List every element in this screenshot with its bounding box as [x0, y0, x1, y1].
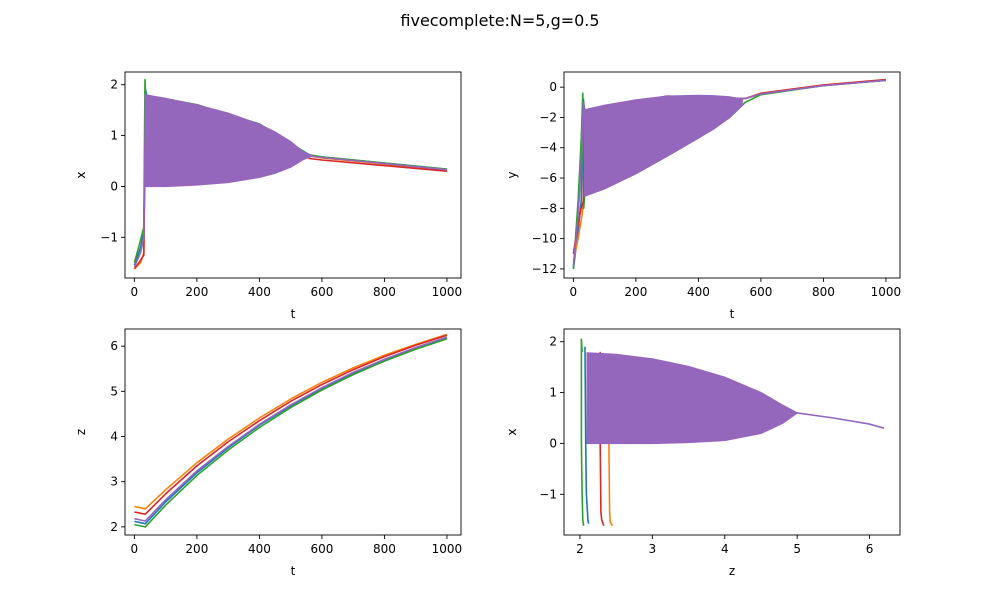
x-tick-label: 0: [131, 285, 139, 299]
y-tick-label: −10: [532, 232, 557, 246]
y-tick-label: −6: [539, 171, 557, 185]
y-tick-label: 2: [110, 520, 118, 534]
series-line-5: [134, 336, 448, 522]
x-axis-label: z: [729, 564, 735, 578]
y-tick-label: −1: [100, 230, 118, 244]
x-tick-label: 400: [687, 285, 710, 299]
axes-frame: [124, 328, 462, 536]
x-tick-label: 4: [721, 542, 729, 556]
x-tick-label: 0: [131, 542, 139, 556]
axes-frame: [563, 328, 901, 536]
x-tick-label: 0: [570, 285, 578, 299]
series-line-2: [134, 333, 448, 510]
x-tick-label: 200: [185, 285, 208, 299]
plot-area: [133, 78, 447, 270]
oscillation-band: [144, 94, 315, 188]
axes-frame: [563, 71, 901, 279]
series-line-4: [134, 334, 448, 515]
x-tick-label: 200: [624, 285, 647, 299]
x-tick-label: 400: [248, 285, 271, 299]
figure-suptitle: fivecomplete:N=5,g=0.5: [400, 11, 599, 30]
x-tick-label: 1000: [871, 285, 902, 299]
x-tick-label: 400: [248, 542, 271, 556]
series-line-5: [797, 412, 885, 429]
x-axis-label: t: [291, 564, 296, 578]
y-tick-label: −12: [532, 262, 557, 276]
x-tick-label: 800: [373, 542, 396, 556]
oscillation-band: [586, 352, 799, 445]
y-tick-label: −2: [539, 110, 557, 124]
x-tick-label: 800: [373, 285, 396, 299]
x-tick-label: 600: [749, 285, 772, 299]
subplot-2: 0 200 400 600 800 1000 −12 −10 −8 −6 −4 −2 0 t y: [505, 71, 902, 321]
y-axis-label: y: [505, 171, 519, 178]
x-tick-label: 6: [866, 542, 874, 556]
x-tick-label: 5: [793, 542, 801, 556]
x-axis-label: t: [730, 307, 735, 321]
series-line-1: [584, 346, 590, 524]
series-line-3: [134, 338, 448, 528]
y-tick-label: 0: [549, 80, 557, 94]
plot-area: [134, 333, 448, 528]
plot-area: [580, 338, 885, 527]
x-tick-label: 200: [185, 542, 208, 556]
x-tick-label: 2: [576, 542, 584, 556]
x-tick-label: 800: [812, 285, 835, 299]
axes-frame: [124, 71, 462, 279]
x-tick-label: 600: [310, 542, 333, 556]
y-tick-label: −4: [539, 141, 557, 155]
subplot-3: 0 200 400 600 800 1000 2 3 4 5 6 t z: [74, 328, 463, 578]
y-axis-label: z: [74, 429, 88, 435]
plot-area: [572, 78, 886, 269]
y-tick-label: 0: [549, 436, 557, 450]
x-tick-label: 3: [649, 542, 657, 556]
x-axis-label: t: [291, 307, 296, 321]
series-line-3: [580, 338, 585, 526]
y-tick-label: 1: [549, 386, 557, 400]
y-tick-label: 4: [110, 430, 118, 444]
y-axis-label: x: [74, 171, 88, 178]
y-tick-label: −1: [539, 487, 557, 501]
oscillation-band: [583, 94, 743, 198]
y-tick-label: 1: [110, 129, 118, 143]
y-tick-label: 2: [110, 78, 118, 92]
y-tick-label: 0: [110, 179, 118, 193]
x-tick-label: 1000: [432, 542, 463, 556]
subplot-4: 2 3 4 5 6 −1 0 1 2 z x: [505, 328, 901, 578]
y-tick-label: 5: [110, 384, 118, 398]
y-tick-label: 6: [110, 339, 118, 353]
x-tick-label: 600: [310, 285, 333, 299]
y-tick-label: −8: [539, 201, 557, 215]
y-axis-label: x: [505, 428, 519, 435]
y-tick-label: 2: [549, 335, 557, 349]
subplot-1: 0 200 400 600 800 1000 −1 0 1 2 t x: [74, 71, 463, 321]
x-tick-label: 1000: [432, 285, 463, 299]
series-line-1: [134, 336, 448, 525]
y-tick-label: 3: [110, 475, 118, 489]
